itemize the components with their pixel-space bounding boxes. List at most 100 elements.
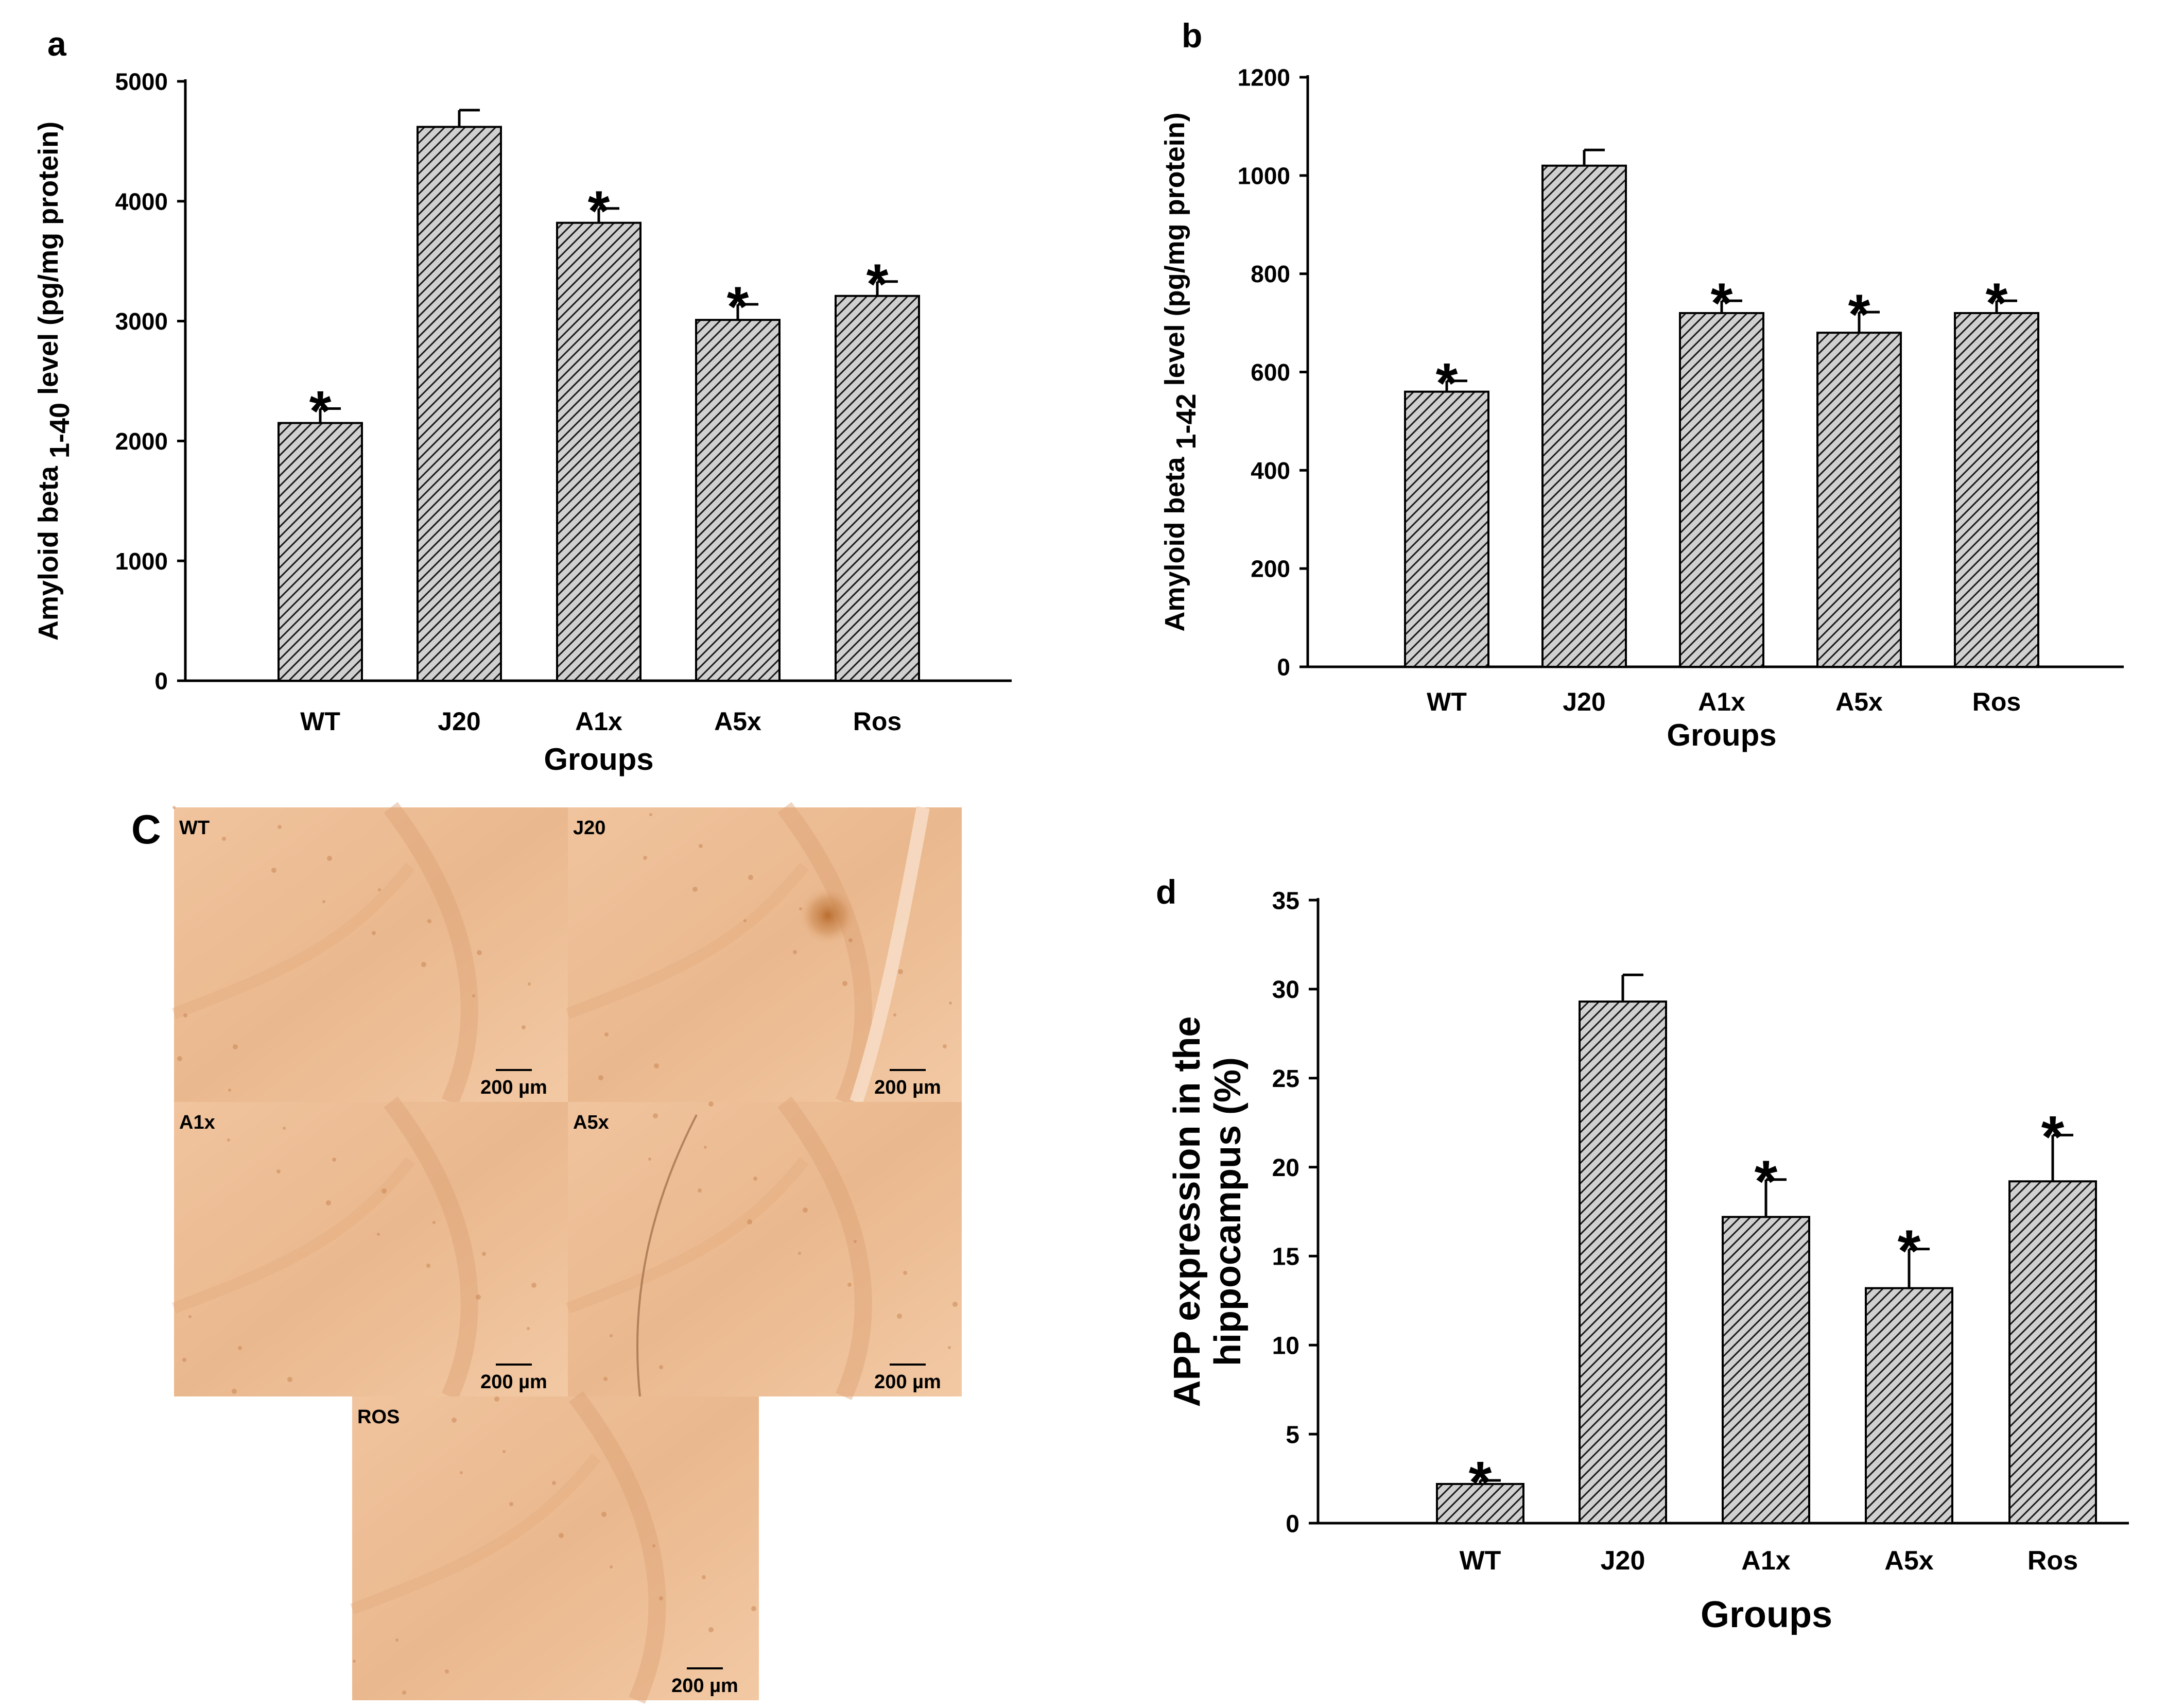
- tissue-speckle: [803, 1207, 808, 1213]
- bar-wt: [1404, 390, 1489, 668]
- tissue-speckle: [432, 1221, 436, 1224]
- tissue-speckle: [426, 1264, 430, 1268]
- y-tick-label: 30: [1272, 976, 1299, 1004]
- tissue-speckle: [897, 1314, 902, 1319]
- scale-bar-label: 200 µm: [480, 1077, 547, 1098]
- y-axis-label: Amyloid beta 1-40 level (pg/mg protein): [33, 122, 75, 641]
- tissue-speckle: [326, 1200, 331, 1205]
- tissue-speckle: [842, 981, 847, 986]
- bar-a5x: [1865, 1287, 1953, 1525]
- tissue-speckle: [743, 919, 747, 922]
- micrograph-label: J20: [573, 817, 605, 839]
- significance-star-ros: *: [2041, 1105, 2065, 1170]
- micrograph-label: A5x: [573, 1112, 609, 1133]
- scale-bar-label: 200 µm: [480, 1371, 547, 1393]
- tissue-speckle: [699, 844, 703, 848]
- tissue-speckle: [648, 1158, 651, 1161]
- tissue-speckle: [227, 1138, 230, 1142]
- y-tick-label: 0: [1277, 654, 1290, 681]
- tissue-speckle: [472, 994, 475, 997]
- tissue-speckle: [848, 938, 853, 942]
- tissue-background: [568, 807, 962, 1102]
- y-tick-label: 1000: [1238, 162, 1290, 189]
- tissue-speckle: [233, 1044, 238, 1049]
- tissue-speckle: [598, 1075, 603, 1080]
- tissue-speckle: [372, 931, 376, 935]
- micrograph-wt: WT 200 µm: [172, 802, 568, 1106]
- significance-star-a5x: *: [1898, 1218, 1921, 1284]
- tissue-speckle: [494, 1396, 499, 1402]
- y-tick-label: 35: [1272, 887, 1299, 915]
- x-category-label-wt: WT: [1427, 687, 1467, 716]
- amyloid-plaque: [800, 887, 856, 944]
- significance-star-wt: *: [1436, 352, 1458, 415]
- significance-star-a1x: *: [588, 179, 610, 243]
- tissue-speckle: [482, 1252, 486, 1256]
- tissue-speckle: [232, 1389, 237, 1394]
- tissue-speckle: [753, 1177, 757, 1181]
- significance-star-wt: *: [309, 379, 332, 443]
- x-category-label-a1x: A1x: [1741, 1546, 1790, 1576]
- tissue-speckle: [903, 1271, 907, 1275]
- tissue-speckle: [327, 856, 332, 861]
- y-tick-label: 25: [1272, 1065, 1299, 1093]
- tissue-speckle: [528, 982, 531, 986]
- y-tick-label: 3000: [115, 308, 168, 335]
- tissue-speckle: [601, 1512, 606, 1517]
- chart-panel-b: b 0 200 400 600 800 1000 1200 * WT J20 * A1x * A5x * Ros…: [1159, 16, 2124, 752]
- y-tick-label: 200: [1251, 556, 1290, 582]
- tissue-speckle: [427, 919, 431, 923]
- significance-star-wt: *: [1469, 1450, 1492, 1515]
- significance-star-ros: *: [866, 252, 889, 316]
- bar-wt: [1436, 1482, 1524, 1525]
- tissue-speckle: [702, 1575, 706, 1579]
- tissue-speckle: [649, 813, 652, 816]
- y-tick-label: 1200: [1238, 64, 1290, 91]
- y-tick-label: 0: [1286, 1510, 1299, 1538]
- panel-label-d: d: [1156, 873, 1176, 911]
- significance-star-a5x: *: [1848, 283, 1870, 347]
- tissue-speckle: [378, 888, 381, 891]
- significance-star-a1x: *: [1711, 272, 1733, 335]
- tissue-speckle: [692, 887, 698, 892]
- tissue-speckle: [222, 837, 226, 841]
- x-category-label-a5x: A5x: [1835, 687, 1883, 716]
- tissue-speckle: [476, 1295, 481, 1300]
- tissue-speckle: [610, 1334, 613, 1337]
- tissue-speckle: [943, 1044, 947, 1048]
- x-axis-label: Groups: [1667, 718, 1776, 752]
- tissue-background: [352, 1396, 759, 1700]
- y-tick-label: 5000: [115, 68, 168, 95]
- bar-j20: [417, 126, 502, 682]
- tissue-speckle: [603, 1377, 608, 1381]
- tissue-speckle: [377, 1233, 380, 1236]
- tissue-speckle: [594, 825, 597, 828]
- tissue-speckle: [276, 1169, 281, 1174]
- bar-j20: [1541, 164, 1627, 668]
- scale-bar-label: 200 µm: [874, 1077, 941, 1098]
- micrograph-label: WT: [179, 817, 210, 839]
- tissue-speckle: [477, 950, 482, 955]
- y-tick-label: 600: [1251, 359, 1290, 386]
- y-axis-label: Amyloid beta 1-42 level (pg/mg protein): [1159, 112, 1202, 631]
- tissue-band: [172, 862, 415, 1019]
- tissue-band: [566, 862, 809, 1019]
- tissue-speckle: [604, 1032, 609, 1037]
- tissue-speckle: [278, 825, 282, 829]
- scale-bar-label: 200 µm: [874, 1371, 941, 1393]
- tissue-band: [566, 1157, 809, 1314]
- tissue-speckle: [952, 1302, 958, 1307]
- tissue-speckle: [421, 962, 426, 967]
- tissue-speckle: [610, 1565, 613, 1568]
- vessel-line: [636, 1114, 698, 1397]
- tissue-speckle: [559, 1533, 564, 1538]
- x-axis-label: Groups: [544, 742, 653, 777]
- tissue-speckle: [708, 1101, 714, 1107]
- tissue-background: [174, 1102, 568, 1396]
- significance-star-ros: *: [1986, 272, 2008, 335]
- tissue-speckle: [798, 1252, 801, 1255]
- micrograph-a5x: A5x 200 µm: [566, 1096, 962, 1400]
- micrograph-label: A1x: [179, 1112, 215, 1133]
